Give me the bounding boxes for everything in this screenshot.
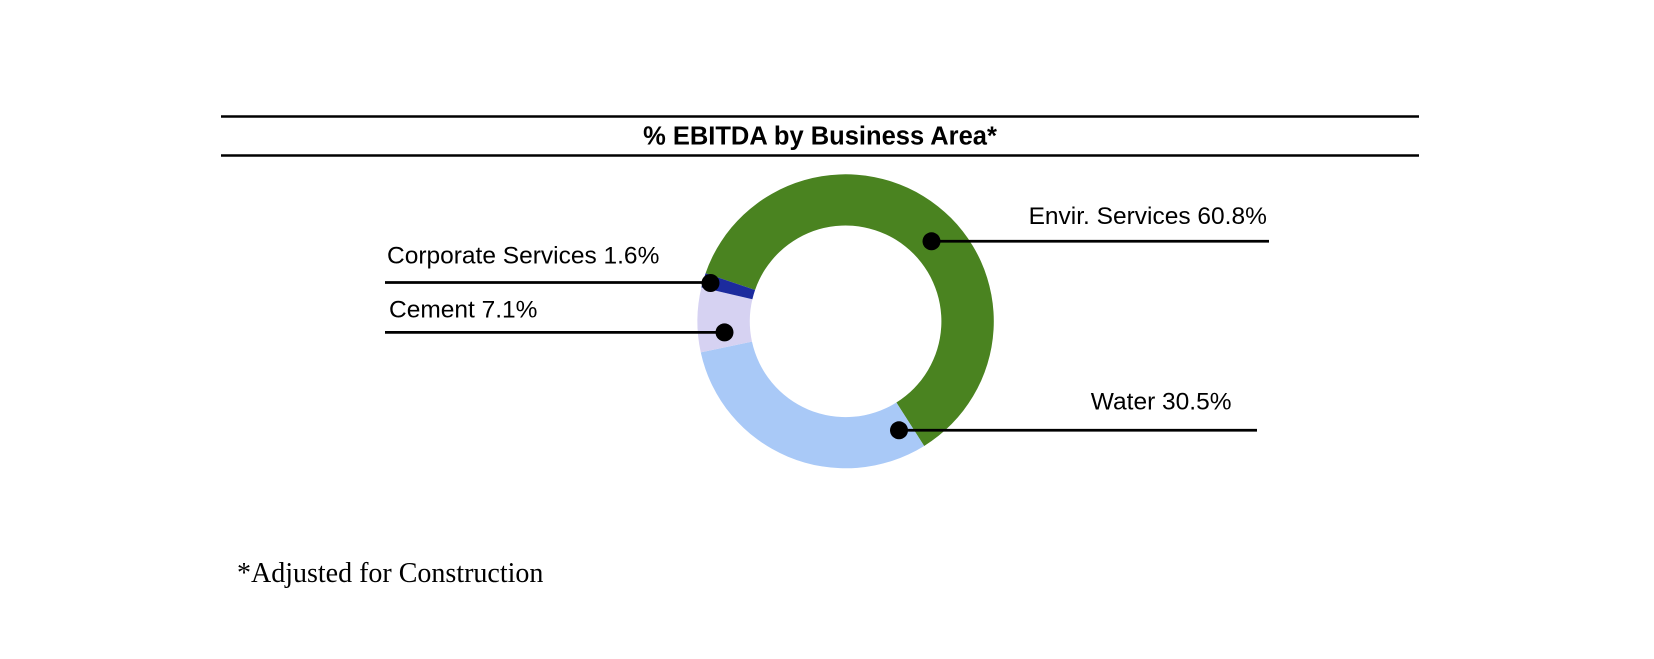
svg-text:Water 30.5%: Water 30.5% — [1091, 389, 1232, 416]
svg-text:Envir. Services 60.8%: Envir. Services 60.8% — [1029, 203, 1267, 230]
svg-text:Cement 7.1%: Cement 7.1% — [389, 296, 537, 323]
svg-text:% EBITDA by Business Area*: % EBITDA by Business Area* — [643, 122, 997, 150]
svg-text:*Adjusted for Construction: *Adjusted for Construction — [237, 558, 543, 589]
svg-text:Corporate Services 1.6%: Corporate Services 1.6% — [387, 243, 659, 270]
